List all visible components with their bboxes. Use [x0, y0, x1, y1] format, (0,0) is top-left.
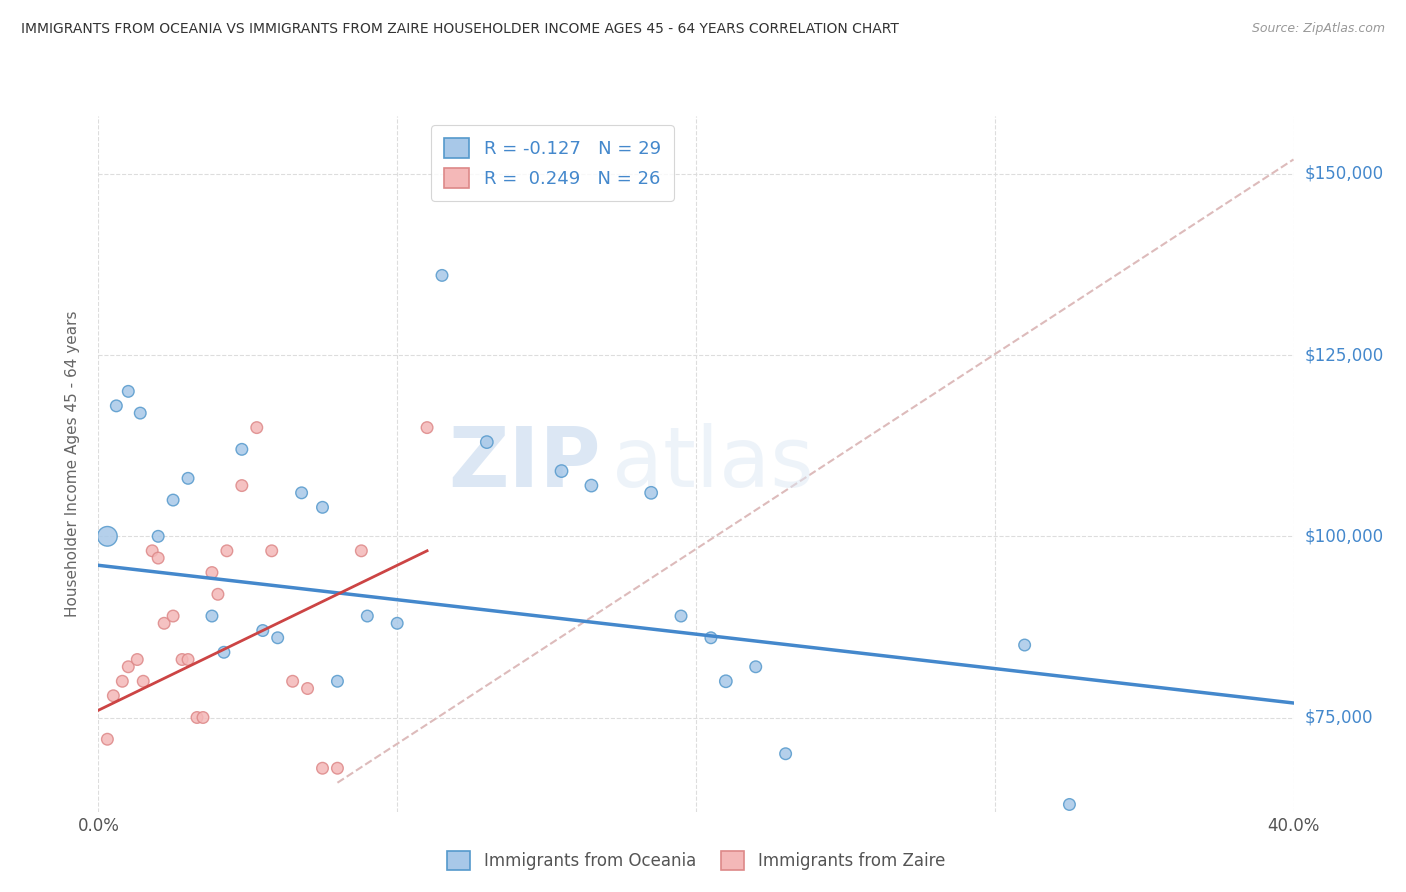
- Point: [290, 485, 312, 500]
- Point: [186, 710, 208, 724]
- Point: [669, 609, 692, 624]
- Point: [148, 529, 170, 543]
- Point: [430, 268, 453, 283]
- Point: [550, 464, 572, 478]
- Text: atlas: atlas: [612, 424, 814, 504]
- Point: [326, 761, 349, 775]
- Point: [105, 399, 128, 413]
- Legend: Immigrants from Oceania, Immigrants from Zaire: Immigrants from Oceania, Immigrants from…: [437, 840, 955, 880]
- Point: [215, 543, 238, 558]
- Point: [281, 674, 304, 689]
- Point: [581, 478, 603, 492]
- Point: [745, 660, 768, 674]
- Text: $100,000: $100,000: [1305, 527, 1384, 545]
- Text: $150,000: $150,000: [1305, 165, 1384, 183]
- Point: [132, 674, 155, 689]
- Y-axis label: Householder Income Ages 45 - 64 years: Householder Income Ages 45 - 64 years: [65, 310, 80, 617]
- Point: [1059, 797, 1081, 812]
- Point: [267, 631, 290, 645]
- Text: ZIP: ZIP: [449, 424, 600, 504]
- Point: [172, 652, 194, 666]
- Point: [207, 587, 229, 601]
- Point: [246, 420, 269, 434]
- Point: [177, 471, 200, 485]
- Point: [129, 406, 152, 420]
- Point: [252, 624, 274, 638]
- Text: $75,000: $75,000: [1305, 708, 1374, 726]
- Point: [311, 761, 333, 775]
- Text: Source: ZipAtlas.com: Source: ZipAtlas.com: [1251, 22, 1385, 36]
- Point: [326, 674, 349, 689]
- Point: [640, 485, 662, 500]
- Text: $125,000: $125,000: [1305, 346, 1384, 364]
- Point: [191, 710, 214, 724]
- Point: [96, 732, 118, 747]
- Point: [475, 435, 498, 450]
- Point: [416, 420, 439, 434]
- Point: [385, 616, 409, 631]
- Point: [177, 652, 200, 666]
- Point: [103, 689, 125, 703]
- Point: [311, 500, 333, 515]
- Point: [775, 747, 797, 761]
- Point: [356, 609, 378, 624]
- Point: [111, 674, 134, 689]
- Point: [117, 660, 139, 674]
- Point: [714, 674, 737, 689]
- Point: [117, 384, 139, 399]
- Text: IMMIGRANTS FROM OCEANIA VS IMMIGRANTS FROM ZAIRE HOUSEHOLDER INCOME AGES 45 - 64: IMMIGRANTS FROM OCEANIA VS IMMIGRANTS FR…: [21, 22, 898, 37]
- Point: [260, 543, 283, 558]
- Point: [1014, 638, 1036, 652]
- Point: [201, 566, 224, 580]
- Point: [231, 442, 253, 457]
- Point: [148, 551, 170, 566]
- Point: [127, 652, 149, 666]
- Point: [141, 543, 163, 558]
- Point: [297, 681, 319, 696]
- Point: [153, 616, 176, 631]
- Point: [162, 493, 184, 508]
- Point: [700, 631, 723, 645]
- Point: [212, 645, 235, 659]
- Point: [350, 543, 373, 558]
- Point: [96, 529, 118, 543]
- Point: [201, 609, 224, 624]
- Point: [162, 609, 184, 624]
- Point: [231, 478, 253, 492]
